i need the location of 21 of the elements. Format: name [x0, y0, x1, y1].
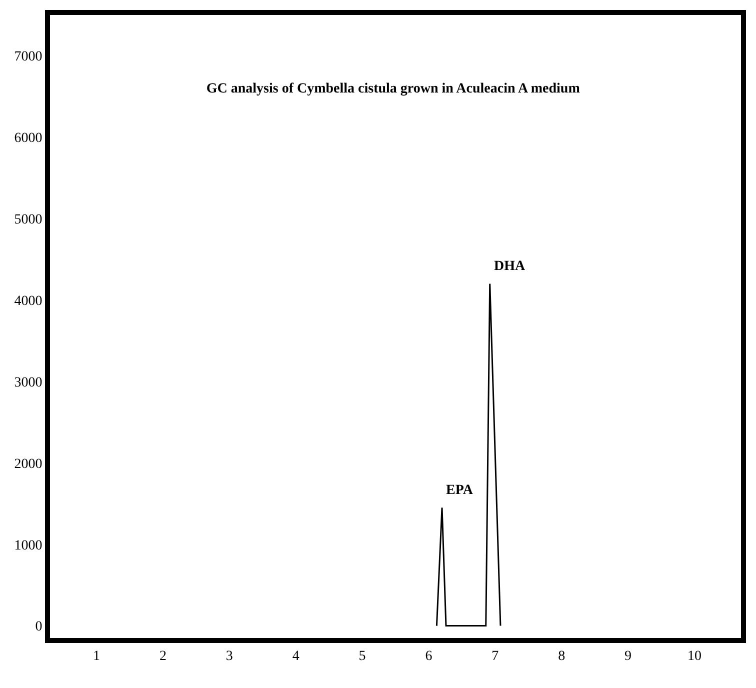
x-tick-label: 5: [358, 648, 366, 664]
annotation: EPA: [446, 483, 474, 498]
x-tick-label: 2: [159, 648, 166, 664]
x-tick-label: 1: [93, 648, 100, 664]
x-tick-label: 8: [558, 648, 566, 664]
x-tick-label: 6: [425, 648, 432, 664]
annotation: DHA: [494, 259, 526, 274]
y-tick-label: 7000: [14, 50, 42, 65]
text: GC analysis of Cymbella cistula grown in Aculeacin A medium: [206, 81, 580, 96]
y-tick-label: 1000: [14, 538, 42, 554]
x-tick-label: 10: [687, 648, 702, 664]
y-tick-label: 3000: [14, 375, 42, 390]
y-tick-label: 4000: [14, 294, 42, 309]
x-tick-label: 7: [492, 648, 499, 664]
y-tick-label: 5000: [14, 212, 42, 228]
x-tick-label: 9: [624, 648, 632, 664]
x-tick-label: 4: [292, 648, 300, 664]
y-tick-label: 6000: [14, 131, 42, 146]
y-tick-label: 2000: [14, 456, 42, 472]
y-tick-label: 0: [35, 620, 42, 635]
x-tick-label: 3: [226, 648, 233, 664]
